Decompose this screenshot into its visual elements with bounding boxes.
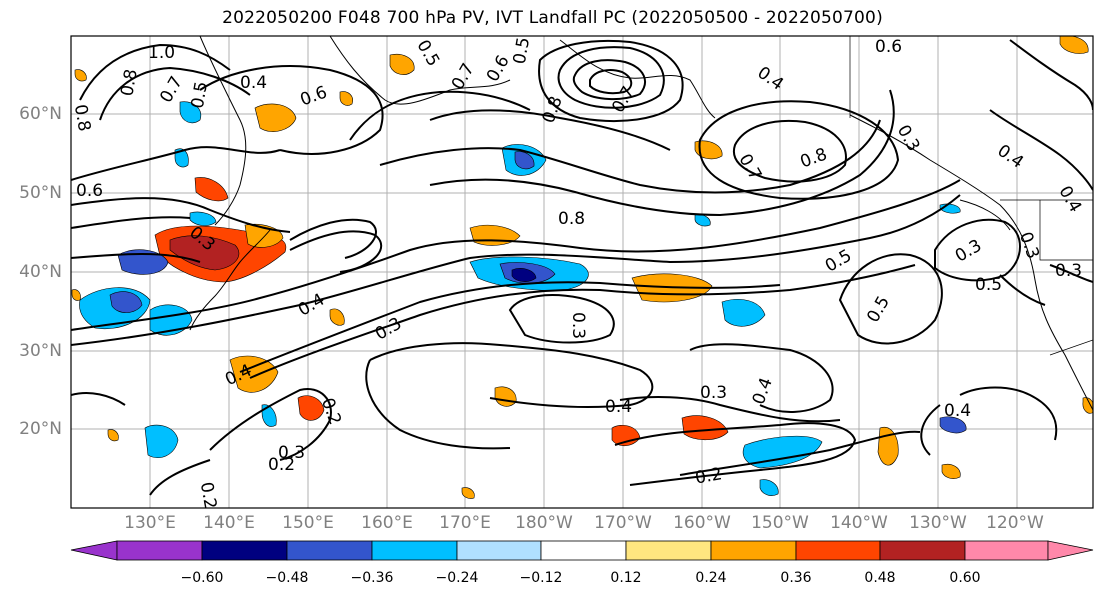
lon-label: 170°E (439, 513, 491, 533)
colorbar-tick-label: 0.12 (610, 570, 642, 586)
lon-label: 150°E (282, 513, 334, 533)
map-title: 2022050200 F048 700 hPa PV, IVT Landfall… (222, 8, 883, 28)
contour-label: 0.5 (510, 36, 534, 66)
colorbar-tick-label: 0.36 (780, 570, 812, 586)
contour-label: 0.4 (605, 397, 632, 417)
colorbar-tick-label: 0.60 (949, 570, 981, 586)
contour-label: 0.8 (70, 103, 94, 133)
map-frame (70, 35, 1094, 509)
lon-label: 160°W (673, 513, 731, 533)
contour-label: 1.0 (148, 43, 175, 63)
contour-label: 0.3 (700, 383, 727, 403)
colorbar-tick-label: −0.12 (519, 570, 563, 586)
contour-label: 0.2 (694, 464, 724, 488)
colorbar-segment (879, 540, 966, 561)
contour-label: 0.5 (188, 80, 212, 110)
contour-label: 0.3 (278, 443, 305, 463)
colorbar-segment (710, 540, 797, 561)
colorbar-segment (116, 540, 203, 561)
colorbar-extend-low (70, 540, 118, 561)
lat-label: 30°N (19, 341, 62, 361)
colorbar-tick-label: −0.36 (350, 570, 394, 586)
pv-contours (71, 39, 1093, 496)
colorbar-segment (201, 540, 288, 561)
contour-label: 0.8 (558, 209, 585, 229)
colorbar-tick-label: −0.24 (435, 570, 479, 586)
colorbar-tick-label: −0.48 (265, 570, 309, 586)
contour-label: 0.6 (875, 37, 902, 57)
lat-label: 20°N (19, 419, 62, 439)
colorbar-tick-label: −0.60 (180, 570, 224, 586)
colorbar-segment (964, 540, 1049, 561)
colorbar-tick-label: 0.24 (695, 570, 727, 586)
lon-label: 130°W (909, 513, 967, 533)
contour-label: 0.2 (268, 455, 295, 475)
lon-label: 180°W (515, 513, 573, 533)
lon-label: 150°W (751, 513, 809, 533)
lon-label: 130°E (124, 513, 176, 533)
lat-label: 60°N (19, 104, 62, 124)
contour-label: 0.4 (944, 401, 971, 421)
colorbar-segment (456, 540, 542, 561)
lon-label: 140°W (830, 513, 888, 533)
contour-label: 0.8 (117, 68, 141, 98)
colorbar-segment (625, 540, 712, 561)
contour-label: 0.4 (240, 73, 267, 93)
colorbar-segment (371, 540, 458, 561)
colorbar-tick-label: 0.48 (864, 570, 896, 586)
colorbar-segment (795, 540, 881, 561)
contour-label: 0.5 (975, 275, 1002, 295)
contour-label: 0.3 (1055, 261, 1082, 281)
pv-anomaly-shading (71, 36, 1093, 499)
colorbar (70, 540, 1094, 561)
colorbar-segment (540, 540, 627, 561)
lon-label: 170°W (594, 513, 652, 533)
colorbar-segment (286, 540, 373, 561)
lat-label: 50°N (19, 183, 62, 203)
borders (849, 36, 1093, 356)
coastlines (189, 36, 1093, 411)
contour-label: 0.6 (76, 181, 103, 201)
lon-label: 160°E (361, 513, 413, 533)
contour-label: 0.3 (568, 312, 588, 339)
colorbar-extend-high (1047, 540, 1094, 561)
lat-label: 40°N (19, 262, 62, 282)
lon-label: 140°E (203, 513, 255, 533)
contour-label: 0.2 (196, 481, 220, 511)
lon-label: 120°W (986, 513, 1044, 533)
